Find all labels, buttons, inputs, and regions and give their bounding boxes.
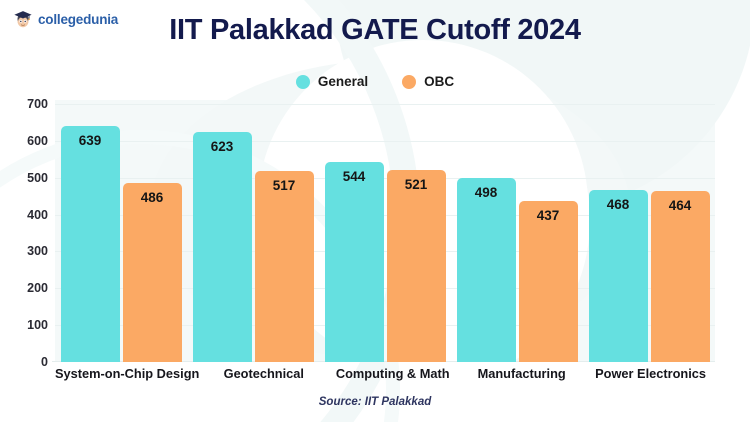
bar-value-label: 468: [606, 196, 630, 212]
y-axis-labels: 0 100 200 300 400 500 600 700: [0, 97, 48, 369]
bar-general[interactable]: 623: [192, 132, 252, 362]
y-axis-tick-label: 300: [27, 244, 48, 259]
bar-value-label: 639: [78, 133, 102, 149]
plot-area: 639 486 623 517 544 521 498 437 468 464: [52, 104, 715, 362]
legend-label-general: General: [317, 74, 369, 89]
bar-value-label: 498: [474, 185, 498, 201]
legend-label-obc: OBC: [424, 74, 455, 89]
y-axis-tick-label: 500: [27, 170, 48, 185]
logo-wordmark: collegedunia: [38, 11, 119, 27]
bar-general[interactable]: 498: [456, 178, 516, 362]
y-axis-tick-label: 600: [27, 133, 48, 148]
x-axis-category-label: Computing & Math: [335, 366, 450, 381]
bar-general[interactable]: 468: [588, 189, 648, 362]
y-axis-tick-label: 400: [27, 207, 48, 222]
x-axis-category-label: Manufacturing: [477, 366, 566, 381]
bar-obc[interactable]: 486: [122, 182, 182, 362]
x-axis-category-label: System-on-Chip Design: [55, 366, 200, 381]
x-axis-category-label: Power Electronics: [595, 366, 707, 381]
bar-value-label: 437: [536, 207, 560, 223]
bar-value-label: 623: [210, 139, 234, 155]
legend-item-general[interactable]: General: [295, 74, 369, 89]
bar-obc[interactable]: 464: [650, 190, 710, 362]
bar-group: 498 437: [451, 104, 583, 362]
source-note: Source: IIT Palakkad: [318, 396, 432, 408]
bar-value-label: 486: [140, 189, 164, 205]
y-axis-tick-label: 700: [27, 97, 48, 111]
bar-general[interactable]: 639: [60, 126, 120, 362]
x-axis-labels: System-on-Chip Design Geotechnical Computi…: [55, 366, 715, 381]
bar-value-label: 521: [404, 176, 428, 192]
bar-groups: 639 486 623 517 544 521 498 437 468 464: [55, 104, 715, 362]
y-axis-tick-label: 0: [41, 355, 48, 369]
bar-group: 468 464: [583, 104, 715, 362]
x-axis-category-label: Geotechnical: [223, 366, 304, 381]
chart-legend: General OBC: [0, 74, 750, 89]
bar-general[interactable]: 544: [324, 161, 384, 362]
bar-obc[interactable]: 517: [254, 171, 314, 362]
bar-group: 639 486: [55, 104, 187, 362]
bar-value-label: 544: [342, 168, 366, 184]
legend-swatch-general: [295, 74, 310, 89]
bar-obc[interactable]: 437: [518, 200, 578, 362]
legend-item-obc[interactable]: OBC: [402, 74, 454, 89]
y-axis-tick-label: 200: [27, 281, 48, 296]
bar-value-label: 464: [668, 197, 692, 213]
bar-obc[interactable]: 521: [386, 169, 446, 362]
legend-swatch-obc: [402, 74, 417, 89]
bar-group: 623 517: [187, 104, 319, 362]
graduate-face-icon: [12, 8, 34, 30]
bar-value-label: 517: [272, 178, 296, 194]
bar-group: 544 521: [319, 104, 451, 362]
y-axis-tick-label: 100: [27, 318, 48, 333]
collegedunia-logo[interactable]: collegedunia: [12, 8, 118, 30]
